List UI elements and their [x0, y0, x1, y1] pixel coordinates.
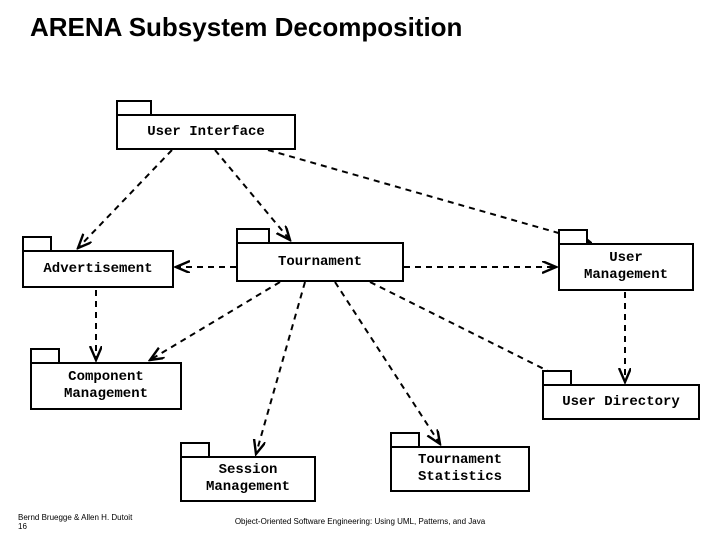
edge-tour-to-userdir — [370, 282, 570, 382]
package-label: Advertisement — [22, 250, 174, 288]
package-tab — [30, 348, 60, 362]
page-title: ARENA Subsystem Decomposition — [30, 12, 462, 43]
package-session: SessionManagement — [180, 442, 316, 502]
package-tab — [390, 432, 420, 446]
package-userdir: User Directory — [542, 370, 700, 420]
package-tab — [542, 370, 572, 384]
package-label: UserManagement — [558, 243, 694, 291]
package-label: ComponentManagement — [30, 362, 182, 410]
package-label: Tournament — [236, 242, 404, 282]
edge-ui-to-adv — [78, 150, 172, 248]
edge-tour-to-stats — [335, 282, 440, 444]
package-label: User Directory — [542, 384, 700, 420]
package-tour: Tournament — [236, 228, 404, 282]
package-comp: ComponentManagement — [30, 348, 182, 410]
package-tab — [558, 229, 588, 243]
edge-ui-to-tour — [215, 150, 290, 240]
package-label: User Interface — [116, 114, 296, 150]
package-label: SessionManagement — [180, 456, 316, 502]
package-stats: TournamentStatistics — [390, 432, 530, 492]
package-tab — [236, 228, 270, 242]
package-ui: User Interface — [116, 100, 296, 150]
package-tab — [116, 100, 152, 114]
package-usermgt: UserManagement — [558, 229, 694, 291]
footer-book: Object-Oriented Software Engineering: Us… — [0, 517, 720, 526]
edge-tour-to-session — [256, 282, 305, 454]
package-adv: Advertisement — [22, 236, 174, 288]
package-tab — [22, 236, 52, 250]
package-tab — [180, 442, 210, 456]
package-label: TournamentStatistics — [390, 446, 530, 492]
